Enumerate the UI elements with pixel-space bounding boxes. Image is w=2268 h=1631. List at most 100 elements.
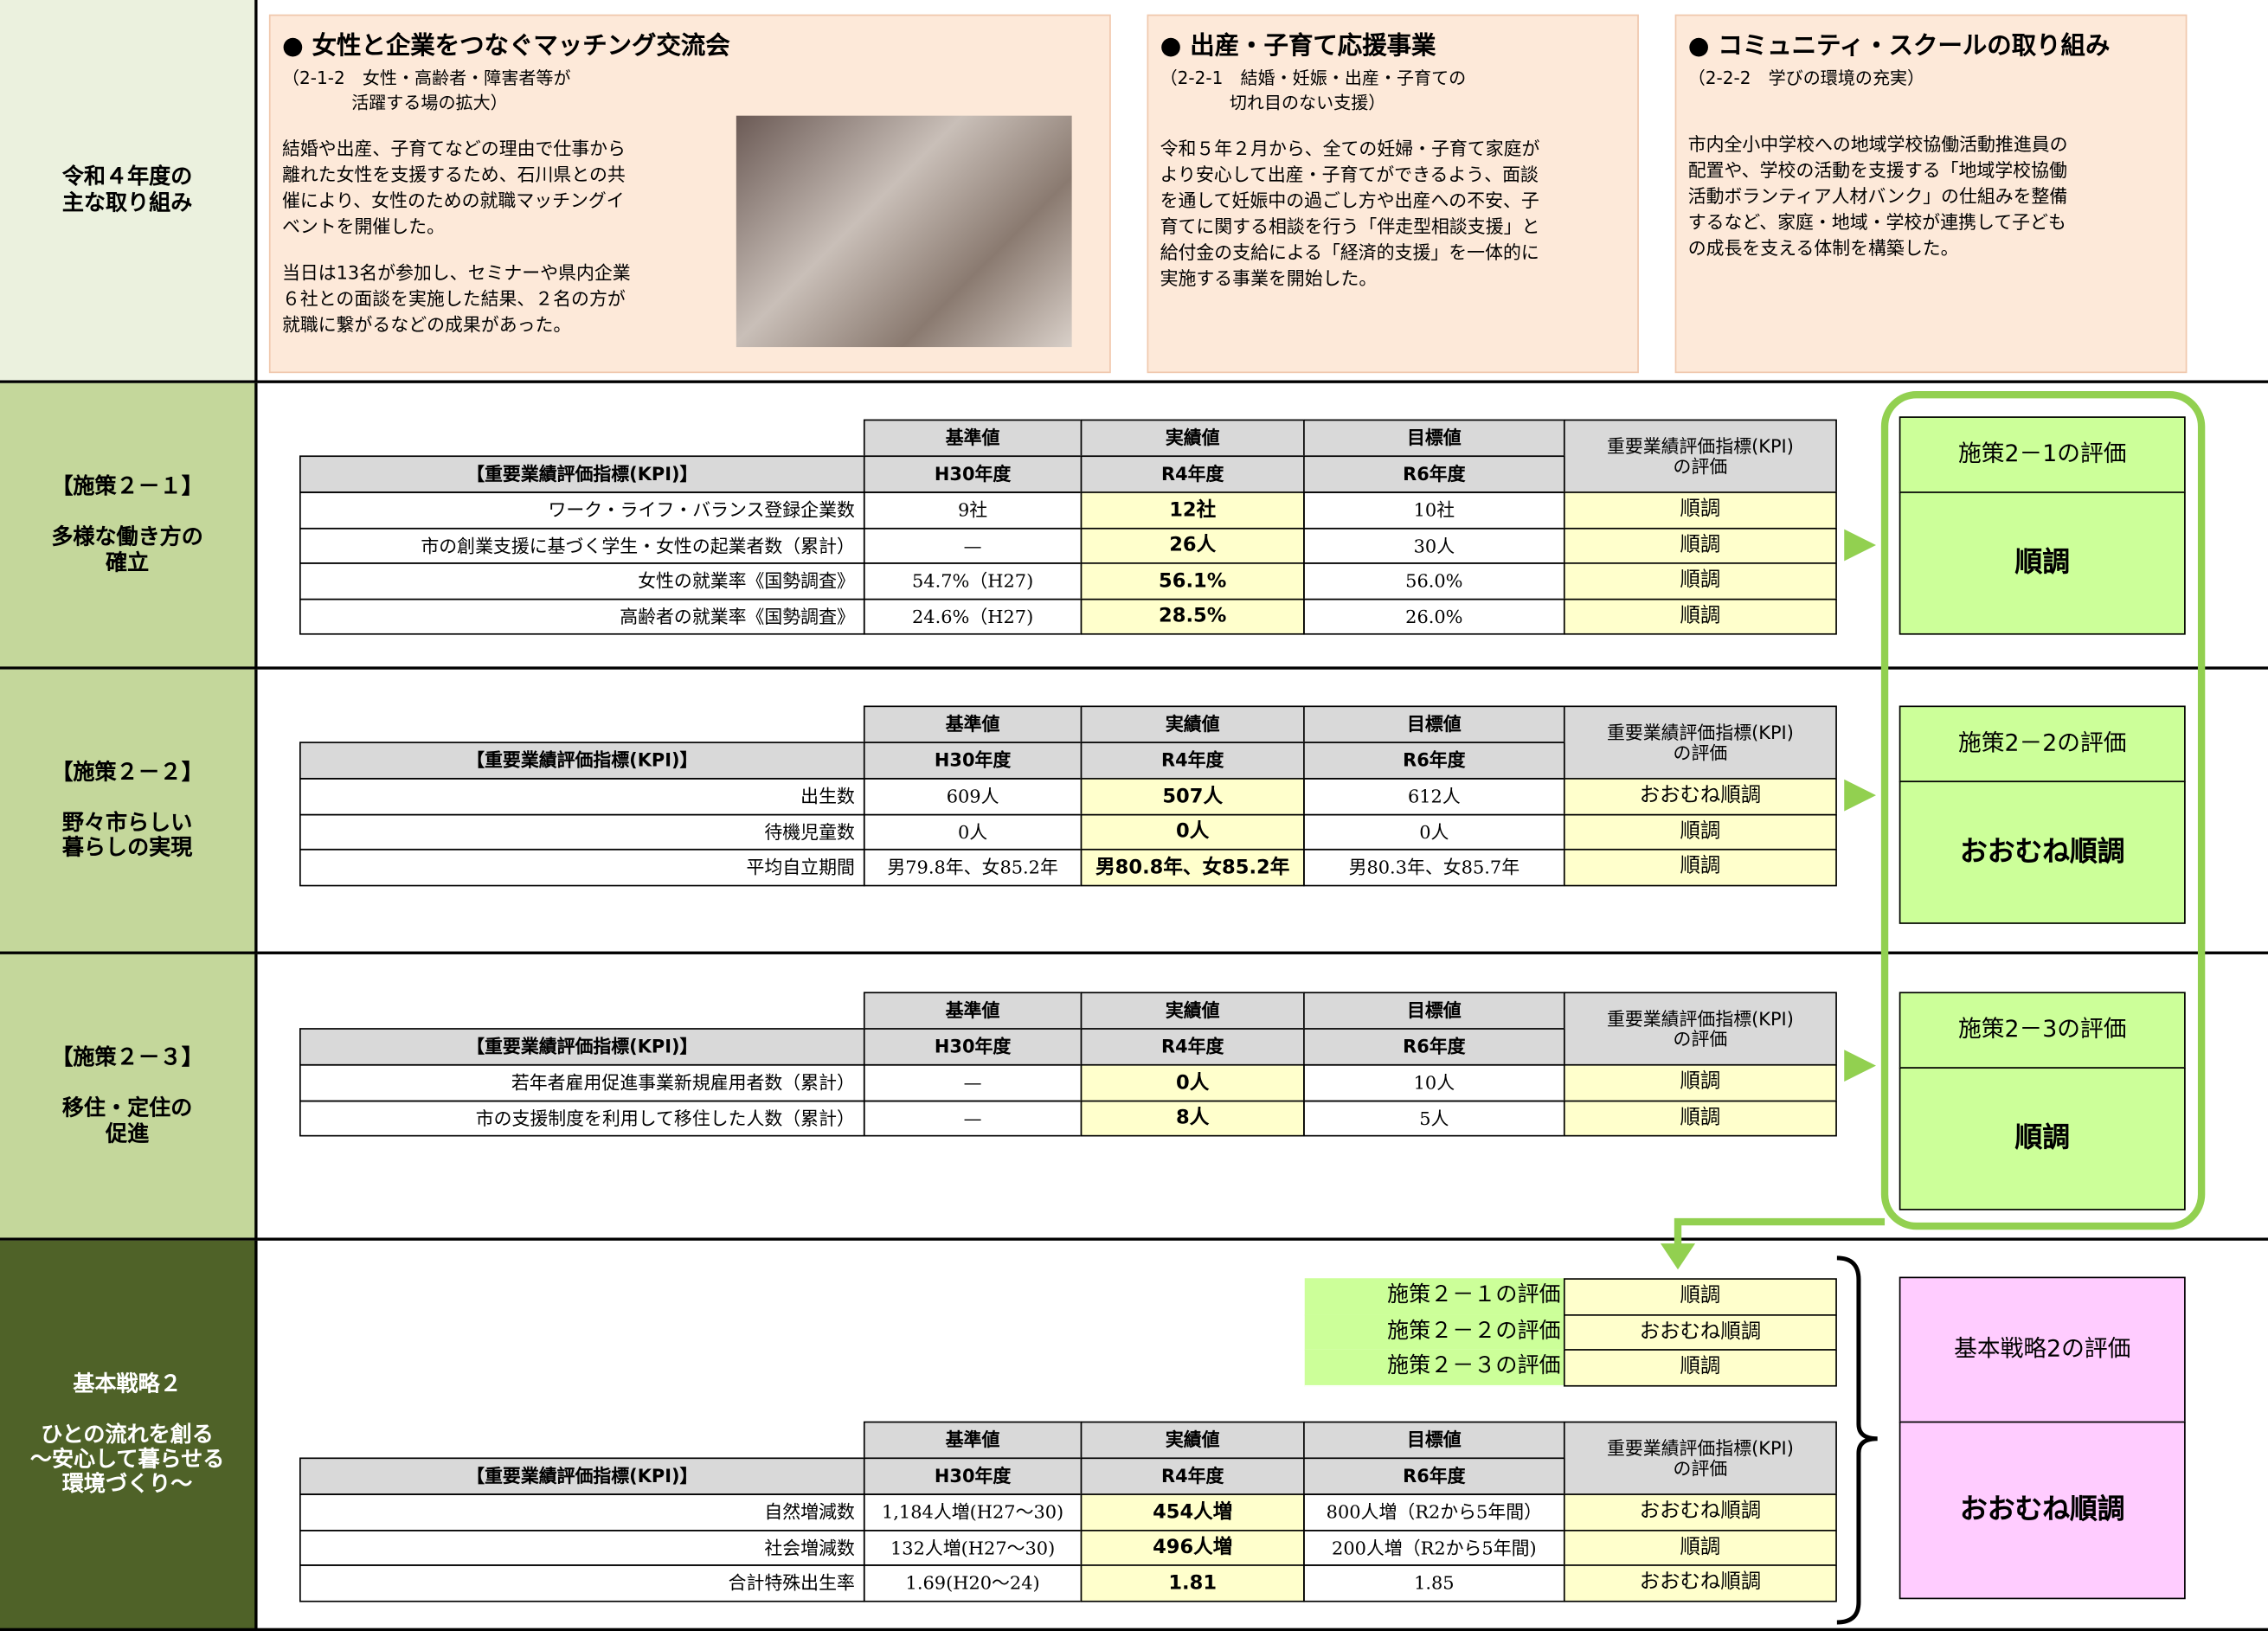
header-cell: R4年度 — [1080, 455, 1305, 493]
kpi-cell: 454人増 — [1080, 1493, 1305, 1531]
kpi-cell: 順調 — [1563, 1529, 1837, 1566]
kpi-cell: 社会増減数 — [299, 1529, 865, 1566]
label-text: 基本戦略２ — [73, 1370, 182, 1397]
kpi-cell: 10社 — [1303, 491, 1565, 529]
row-label: 令和４年度の 主な取り組み — [0, 0, 258, 383]
kpi-cell: 26人 — [1080, 527, 1305, 564]
kpi-cell: 1.85 — [1303, 1564, 1565, 1602]
kpi-cell: 496人増 — [1080, 1529, 1305, 1566]
label-text: 【施策２－３】 — [51, 1043, 203, 1070]
kpi-cell: 24.6%（H27) — [863, 597, 1083, 635]
kpi-cell: 男79.8年、女85.2年 — [863, 848, 1083, 886]
header-cell: 【重要業績評価指標(KPI)】 — [299, 1028, 865, 1066]
header-cell: 重要業績評価指標(KPI) の評価 — [1563, 1421, 1837, 1495]
row-band — [254, 954, 2268, 1241]
header-cell: 重要業績評価指標(KPI) の評価 — [1563, 419, 1837, 493]
kpi-cell: 8人 — [1080, 1099, 1305, 1137]
label-subtext: 多様な働き方の 確立 — [51, 523, 203, 575]
kpi-cell: 合計特殊出生率 — [299, 1564, 865, 1602]
summary-label: 施策２－２の評価 — [1304, 1313, 1565, 1351]
assessment-result: 順調 — [1899, 491, 2186, 635]
kpi-cell: 0人 — [863, 812, 1083, 851]
assessment-title: 施策2－2の評価 — [1899, 705, 2186, 783]
row-label: 【施策２－３】移住・定住の 促進 — [0, 954, 258, 1241]
kpi-cell: 507人 — [1080, 778, 1305, 815]
kpi-cell: おおむね順調 — [1563, 778, 1837, 815]
highlight-title: ● 女性と企業をつなぐマッチング交流会 — [281, 31, 730, 61]
kpi-cell: — — [863, 1063, 1083, 1101]
summary-value: おおむね順調 — [1563, 1313, 1837, 1351]
kpi-cell: 待機児童数 — [299, 812, 865, 851]
label-text: 令和４年度の 主な取り組み — [61, 164, 193, 215]
header-cell: R4年度 — [1080, 742, 1305, 780]
kpi-cell: 順調 — [1563, 1099, 1837, 1137]
label-subtext: 野々市らしい 暮らしの実現 — [61, 809, 193, 861]
kpi-cell: 12社 — [1080, 491, 1305, 529]
kpi-cell: 132人増(H27～30) — [863, 1529, 1083, 1566]
kpi-cell: おおむね順調 — [1563, 1493, 1837, 1531]
kpi-cell: 609人 — [863, 778, 1083, 815]
kpi-cell: 56.1% — [1080, 562, 1305, 600]
row-label: 【施策２－２】野々市らしい 暮らしの実現 — [0, 669, 258, 954]
kpi-cell: 順調 — [1563, 812, 1837, 851]
kpi-cell: 0人 — [1080, 812, 1305, 851]
header-cell: 基準値 — [863, 1421, 1083, 1460]
kpi-cell: 5人 — [1303, 1099, 1565, 1137]
kpi-cell: 0人 — [1080, 1063, 1305, 1101]
kpi-cell: 男80.8年、女85.2年 — [1080, 848, 1305, 886]
row-band — [254, 0, 2268, 383]
highlight-body: 市内全小中学校への地域学校協働活動推進員の 配置や、学校の活動を支援する「地域学… — [1687, 132, 2068, 260]
kpi-cell: 1.81 — [1080, 1564, 1305, 1602]
header-cell: 重要業績評価指標(KPI) の評価 — [1563, 705, 1837, 780]
highlight-body: 結婚や出産、子育てなどの理由で仕事から 離れた女性を支援するため、石川県との共 … — [281, 137, 626, 238]
kpi-cell: 56.0% — [1303, 562, 1565, 600]
assessment-title: 施策2－3の評価 — [1899, 992, 2186, 1069]
kpi-cell: おおむね順調 — [1563, 1564, 1837, 1602]
header-cell: 目標値 — [1303, 992, 1565, 1030]
header-cell: R6年度 — [1303, 455, 1565, 493]
kpi-cell: 1.69(H20～24) — [863, 1564, 1083, 1602]
kpi-cell: 26.0% — [1303, 597, 1565, 635]
kpi-cell: — — [863, 1099, 1083, 1137]
header-cell: R6年度 — [1303, 1457, 1565, 1495]
header-cell: 基準値 — [863, 992, 1083, 1030]
row-band — [254, 383, 2268, 670]
kpi-cell: 800人増（R2から5年間） — [1303, 1493, 1565, 1531]
kpi-cell: 若年者雇用促進事業新規雇用者数（累計） — [299, 1063, 865, 1101]
row-label: 【施策２－１】 多様な働き方の 確立 — [0, 382, 258, 670]
label-text: 【施策２－２】 — [51, 758, 203, 785]
header-cell: R6年度 — [1303, 742, 1565, 780]
kpi-cell: 0人 — [1303, 812, 1565, 851]
header-cell: H30年度 — [863, 1457, 1083, 1495]
header-cell: H30年度 — [863, 742, 1083, 780]
header-cell: 重要業績評価指標(KPI) の評価 — [1563, 992, 1837, 1066]
assessment-result: おおむね順調 — [1899, 1421, 2186, 1600]
kpi-cell: 54.7%（H27) — [863, 562, 1083, 600]
photo — [736, 115, 1072, 348]
kpi-cell: 30人 — [1303, 527, 1565, 564]
kpi-cell: 順調 — [1563, 597, 1837, 635]
header-cell: 【重要業績評価指標(KPI)】 — [299, 742, 865, 780]
assessment-title: 施策2－1の評価 — [1899, 416, 2186, 493]
kpi-cell: 順調 — [1563, 491, 1837, 529]
header-cell: 【重要業績評価指標(KPI)】 — [299, 1457, 865, 1495]
label-subtext: ひとの流れを創る ～安心して暮らせる 環境づくり～ — [29, 1421, 225, 1498]
kpi-cell: 1,184人増(H27～30) — [863, 1493, 1083, 1531]
header-cell: R6年度 — [1303, 1028, 1565, 1066]
header-cell: 基準値 — [863, 419, 1083, 458]
header-cell: 目標値 — [1303, 419, 1565, 458]
kpi-cell: 順調 — [1563, 527, 1837, 564]
label-subtext: 移住・定住の 促進 — [61, 1095, 193, 1146]
kpi-cell: 順調 — [1563, 562, 1837, 600]
kpi-cell: 順調 — [1563, 848, 1837, 886]
kpi-cell: 28.5% — [1080, 597, 1305, 635]
highlight-ref: （2-1-2 女性・高齢者・障害者等が 活躍する場の拡大） — [281, 67, 571, 113]
header-cell: H30年度 — [863, 1028, 1083, 1066]
assessment-result: おおむね順調 — [1899, 780, 2186, 924]
kpi-cell: 男80.3年、女85.7年 — [1303, 848, 1565, 886]
highlight-box: ● コミュニティ・スクールの取り組み （2-2-2 学びの環境の充実） 市内全小中学… — [1674, 14, 2188, 374]
header-cell: 実績値 — [1080, 1421, 1305, 1460]
highlight-box: ● 出産・子育て応援事業 （2-2-1 結婚・妊娠・出産・子育ての 切れ目のない支… — [1147, 14, 1639, 374]
